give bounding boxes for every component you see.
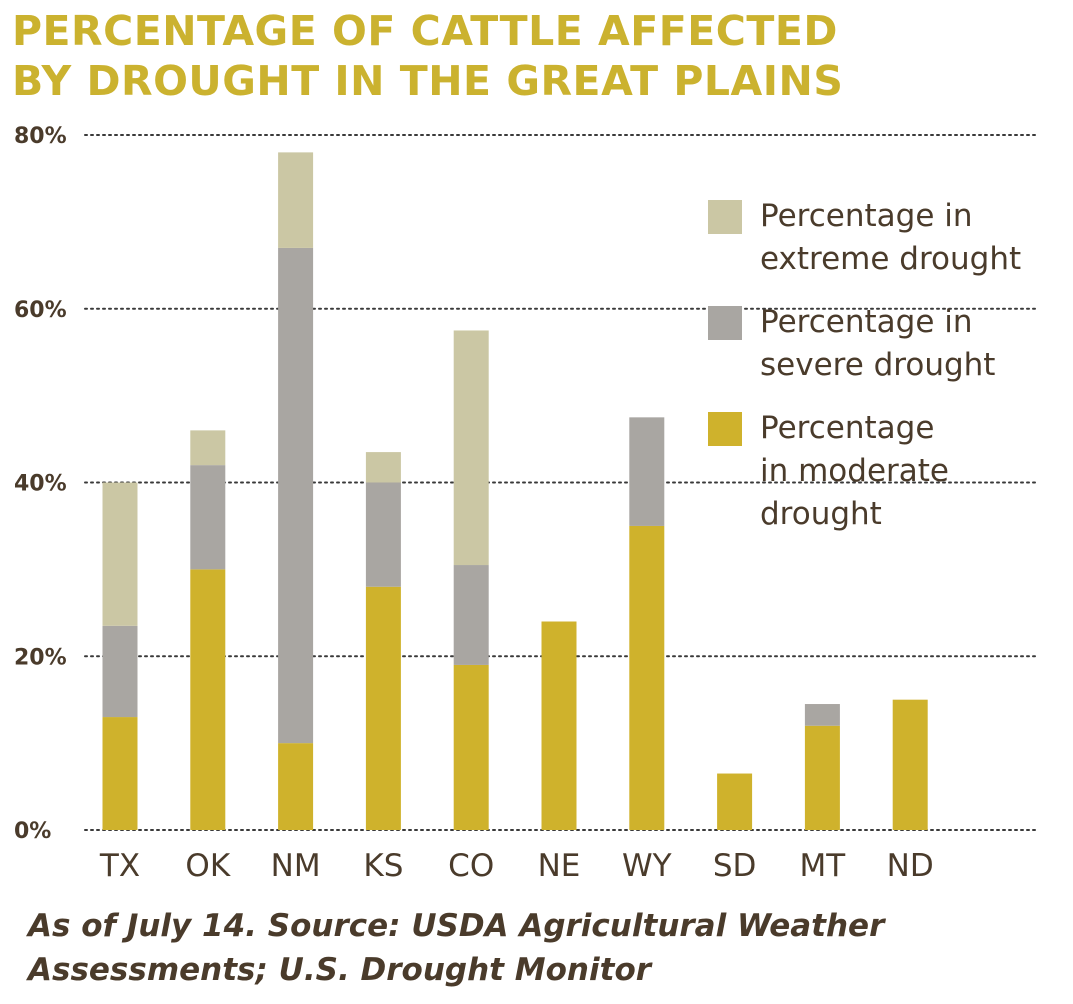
legend-label-extreme: Percentage in extreme drought <box>760 198 1022 277</box>
bar-co-moderate <box>453 664 489 830</box>
bars <box>102 152 928 830</box>
x-tick-label-co: CO <box>448 848 494 884</box>
x-tick-label-wy: WY <box>622 848 672 884</box>
axis-labels: 0% 20% 40% 60% 80% TX OK NM KS CO NE WY SD MT ND <box>14 124 934 884</box>
chart-title: PERCENTAGE OF CATTLE AFFECTED BY DROUGHT… <box>12 6 1012 106</box>
bar-ok-moderate <box>190 569 226 830</box>
x-tick-label-mt: MT <box>800 848 847 884</box>
legend-item-extreme: Percentage in extreme drought <box>708 195 1068 281</box>
x-tick-label-sd: SD <box>713 848 757 884</box>
bar-nm-extreme <box>278 152 314 248</box>
legend-label-moderate: Percentage in moderate drought <box>760 410 949 532</box>
bar-co-extreme <box>453 330 489 566</box>
chart-title-line-2: BY DROUGHT IN THE GREAT PLAINS <box>12 57 844 105</box>
y-tick-label: 0% <box>14 819 51 844</box>
y-tick-label: 60% <box>14 298 67 323</box>
x-tick-label-ks: KS <box>363 848 403 884</box>
bar-ne-moderate <box>541 621 577 830</box>
source-note: As of July 14. Source: USDA Agricultural… <box>28 908 885 988</box>
legend-item-severe: Percentage in severe drought <box>708 301 1068 387</box>
bar-mt-severe <box>804 704 840 726</box>
legend-item-moderate: Percentage in moderate drought <box>708 407 1068 536</box>
legend: Percentage in extreme drought Percentage… <box>708 195 1068 556</box>
bar-nm-moderate <box>278 743 314 830</box>
x-tick-label-nm: NM <box>271 848 321 884</box>
bar-sd-moderate <box>717 773 753 830</box>
legend-swatch-severe <box>708 306 742 340</box>
chart-title-line-1: PERCENTAGE OF CATTLE AFFECTED <box>12 7 838 55</box>
bar-wy-severe <box>629 417 665 526</box>
stacked-bar-chart: 0% 20% 40% 60% 80% TX OK NM KS CO NE WY SD MT ND <box>14 124 1039 884</box>
legend-swatch-moderate <box>708 412 742 446</box>
bar-wy-moderate <box>629 525 665 830</box>
bar-mt-moderate <box>804 725 840 830</box>
bar-ks-moderate <box>365 586 401 830</box>
bar-ks-extreme <box>365 452 401 483</box>
bar-ks-severe <box>365 482 401 587</box>
bar-co-severe <box>453 565 489 665</box>
legend-swatch-extreme <box>708 200 742 234</box>
bar-tx-moderate <box>102 717 138 830</box>
x-tick-label-nd: ND <box>887 848 934 884</box>
legend-label-severe: Percentage in severe drought <box>760 304 996 383</box>
x-tick-label-ok: OK <box>185 848 230 884</box>
x-tick-label-ne: NE <box>538 848 581 884</box>
bar-ok-severe <box>190 465 226 570</box>
bar-tx-extreme <box>102 482 138 626</box>
bar-ok-extreme <box>190 430 226 466</box>
x-tick-label-tx: TX <box>99 848 140 884</box>
y-tick-label: 20% <box>14 645 67 670</box>
bar-nd-moderate <box>892 699 928 830</box>
y-tick-label: 40% <box>14 472 67 497</box>
y-tick-label: 80% <box>14 124 67 149</box>
bar-nm-severe <box>278 247 314 744</box>
bar-tx-severe <box>102 625 138 718</box>
